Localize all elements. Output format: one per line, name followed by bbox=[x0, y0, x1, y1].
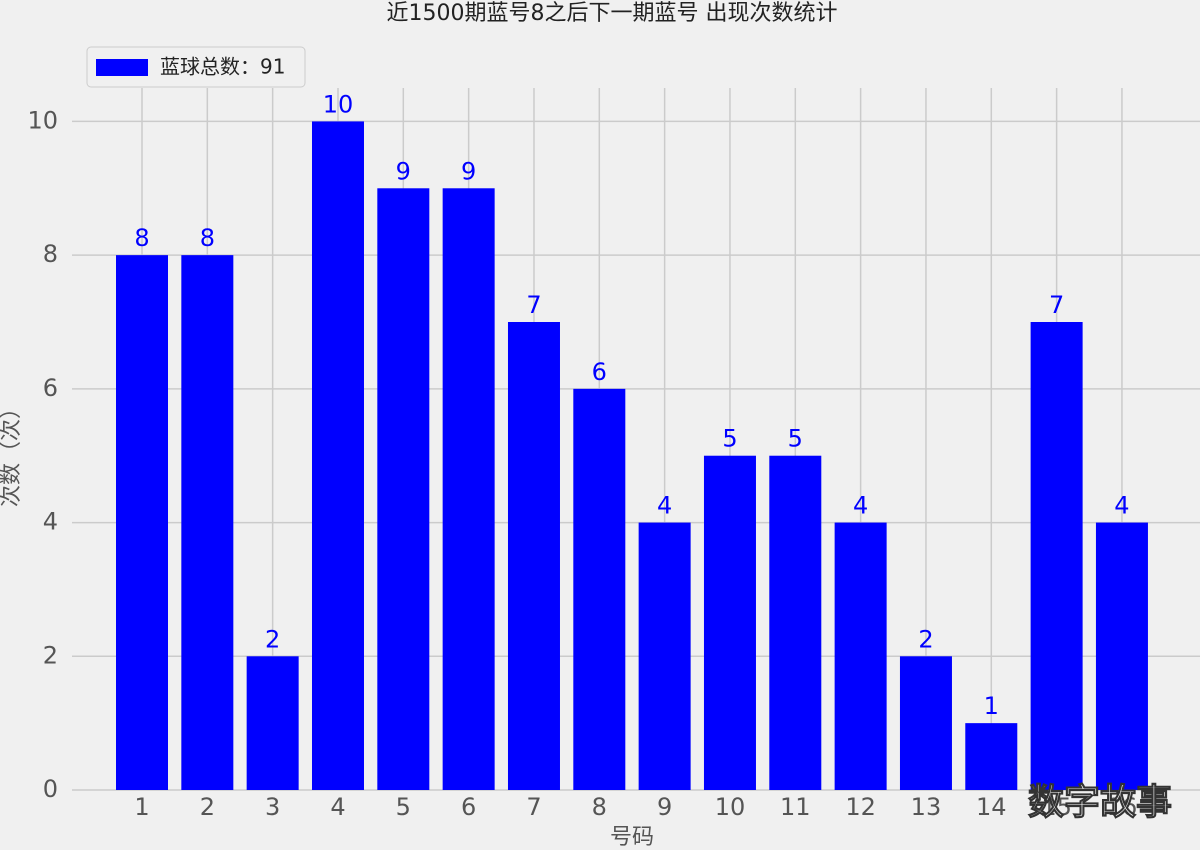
data-label: 1 bbox=[984, 692, 999, 720]
x-tick-label: 15 bbox=[1041, 793, 1072, 821]
x-tick-label: 7 bbox=[526, 793, 541, 821]
bar bbox=[181, 255, 234, 791]
x-tick-label: 3 bbox=[265, 793, 280, 821]
y-tick-label: 0 bbox=[43, 775, 58, 803]
watermark: 数字故事 bbox=[1028, 782, 1172, 823]
data-label: 4 bbox=[657, 492, 672, 520]
legend-label: 蓝球总数：91 bbox=[160, 55, 285, 79]
y-tick-label: 4 bbox=[43, 508, 58, 536]
bars bbox=[116, 121, 1148, 791]
x-tick-label: 4 bbox=[330, 793, 345, 821]
y-tick-label: 2 bbox=[43, 641, 58, 669]
x-tick-label: 6 bbox=[461, 793, 476, 821]
data-label: 2 bbox=[265, 625, 280, 653]
x-tick-label: 5 bbox=[396, 793, 411, 821]
data-label: 9 bbox=[461, 157, 476, 185]
x-tick-label: 16 bbox=[1107, 793, 1138, 821]
bar bbox=[1095, 522, 1148, 790]
x-axis-label: 号码 bbox=[610, 825, 654, 850]
data-label: 7 bbox=[1049, 291, 1064, 319]
bar bbox=[573, 388, 626, 790]
y-tick-label: 6 bbox=[43, 374, 58, 402]
x-tick-label: 10 bbox=[715, 793, 746, 821]
data-label: 4 bbox=[1114, 492, 1129, 520]
bar bbox=[1030, 322, 1083, 790]
x-tick-label: 13 bbox=[911, 793, 942, 821]
bar bbox=[899, 656, 952, 790]
legend-box bbox=[86, 46, 306, 88]
bar bbox=[769, 455, 822, 790]
bar bbox=[507, 322, 560, 790]
data-label: 6 bbox=[592, 358, 607, 386]
x-tick-label: 12 bbox=[845, 793, 876, 821]
data-label: 9 bbox=[396, 157, 411, 185]
x-tick-label: 14 bbox=[976, 793, 1007, 821]
bar bbox=[834, 522, 887, 790]
data-label: 4 bbox=[853, 492, 868, 520]
data-label: 2 bbox=[918, 625, 933, 653]
chart-title: 近1500期蓝号8之后下一期蓝号 出现次数统计 bbox=[387, 1, 838, 26]
legend-swatch bbox=[96, 59, 148, 76]
legend: 蓝球总数：91 bbox=[86, 46, 306, 88]
data-label: 5 bbox=[722, 425, 737, 453]
x-tick-label: 8 bbox=[592, 793, 607, 821]
bar bbox=[377, 188, 430, 791]
bar bbox=[116, 255, 168, 791]
x-tick-label: 9 bbox=[657, 793, 672, 821]
data-label: 5 bbox=[788, 425, 803, 453]
data-label: 7 bbox=[526, 291, 541, 319]
bar bbox=[703, 455, 756, 790]
bar bbox=[965, 723, 1018, 790]
y-axis-label: 次数（次） bbox=[0, 397, 24, 507]
bar bbox=[638, 522, 691, 790]
y-tick-label: 10 bbox=[27, 106, 58, 134]
y-tick-label: 8 bbox=[43, 240, 58, 268]
x-tick-label: 2 bbox=[200, 793, 215, 821]
data-label: 10 bbox=[323, 90, 354, 118]
bar bbox=[246, 656, 299, 790]
x-tick-label: 1 bbox=[134, 793, 149, 821]
data-label: 8 bbox=[200, 224, 215, 252]
x-tick-label: 11 bbox=[780, 793, 811, 821]
bar bbox=[442, 188, 495, 791]
bar bbox=[311, 121, 364, 790]
data-label: 8 bbox=[134, 224, 149, 252]
